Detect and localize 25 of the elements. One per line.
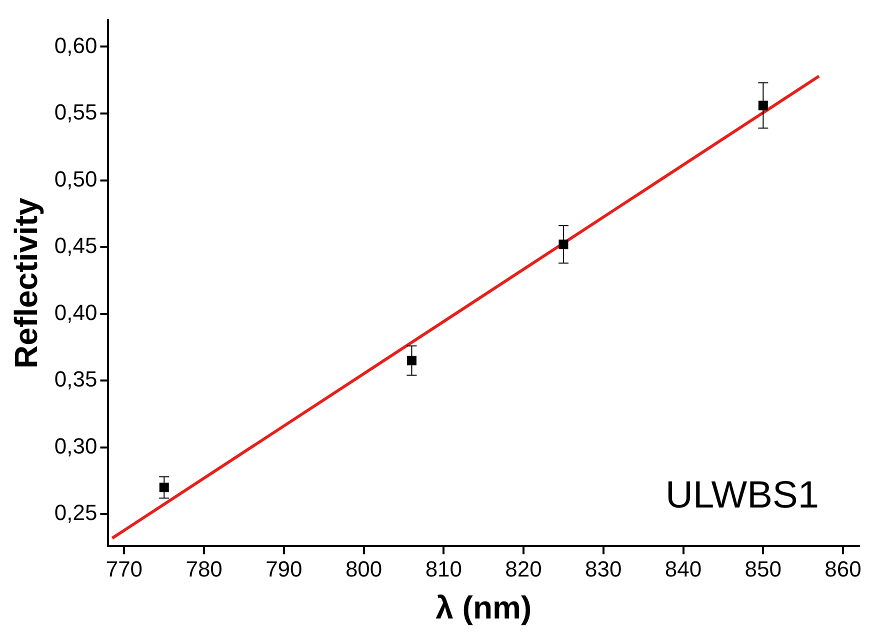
point xyxy=(406,356,416,366)
point xyxy=(159,482,169,492)
x-tick-label: 820 xyxy=(505,556,542,582)
x-tick-label: 860 xyxy=(824,556,862,582)
x-tick-label: 800 xyxy=(345,556,382,582)
y-tick-label: 0,30 xyxy=(54,433,98,458)
x-tick-label: 810 xyxy=(425,556,462,582)
point xyxy=(558,240,568,250)
x-tick-label: 780 xyxy=(186,556,222,582)
annotation: ULWBS1 xyxy=(666,474,819,517)
y-tick-label: 0,55 xyxy=(54,100,98,125)
y-tick-label: 0,60 xyxy=(54,32,98,58)
x-tick-label: 790 xyxy=(266,556,302,582)
x-tick-label: 770 xyxy=(106,556,143,582)
x-tick-label: 840 xyxy=(664,556,702,582)
x-axis-title: λ (nm) xyxy=(436,590,532,626)
x-tick-label: 850 xyxy=(744,556,782,582)
y-tick-label: 0,40 xyxy=(54,300,98,325)
y-tick-label: 0,45 xyxy=(54,233,98,258)
x-tick-label: 830 xyxy=(585,556,622,582)
point xyxy=(758,100,768,110)
y-axis-title: Reflectivity xyxy=(8,198,44,368)
y-tick-label: 0,50 xyxy=(54,166,98,192)
y-tick-label: 0,35 xyxy=(54,366,98,392)
y-tick-label: 0,25 xyxy=(54,500,98,526)
